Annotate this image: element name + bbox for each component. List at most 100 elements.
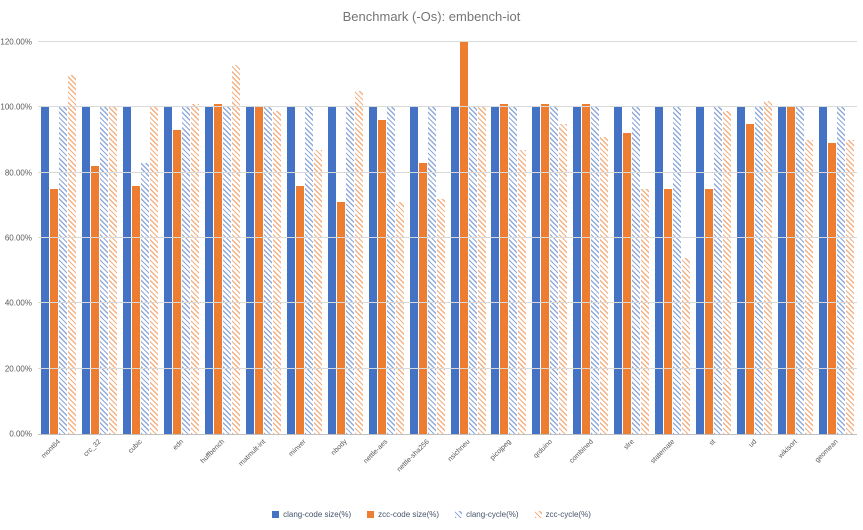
bar bbox=[550, 107, 559, 434]
x-axis-label: slre bbox=[622, 438, 636, 452]
bar bbox=[90, 166, 99, 434]
bar-group: ud bbox=[734, 42, 775, 449]
bar bbox=[99, 107, 108, 434]
bar bbox=[149, 107, 158, 434]
gridline bbox=[38, 171, 857, 173]
bar bbox=[108, 107, 117, 434]
chart-title: Benchmark (-Os): embench-iot bbox=[342, 9, 521, 24]
bar bbox=[172, 130, 181, 434]
bar bbox=[796, 107, 805, 434]
bar-group: nbody bbox=[325, 42, 366, 457]
bar bbox=[582, 104, 591, 434]
bar bbox=[746, 123, 755, 434]
bar-group: nettle-sha256 bbox=[396, 42, 448, 473]
y-axis-label: 20.00% bbox=[4, 364, 32, 374]
y-axis-label: 100.00% bbox=[0, 102, 32, 112]
legend-label: zcc-code size(%) bbox=[378, 510, 440, 519]
bar bbox=[509, 107, 518, 434]
bar bbox=[386, 107, 395, 434]
bar-group: crc_32 bbox=[79, 42, 120, 458]
bar bbox=[395, 202, 404, 434]
x-axis-label: cubic bbox=[127, 438, 144, 455]
bar-group: geomean bbox=[815, 42, 857, 464]
bar bbox=[254, 107, 263, 434]
x-axis-label: statemate bbox=[649, 438, 677, 466]
legend-swatch bbox=[367, 511, 375, 518]
bar bbox=[354, 91, 363, 434]
bar bbox=[140, 162, 149, 434]
bar bbox=[468, 107, 477, 434]
x-axis-label: nettle-aes bbox=[362, 438, 390, 466]
bar bbox=[49, 189, 58, 434]
bar bbox=[723, 110, 732, 434]
bar bbox=[409, 107, 418, 434]
bar bbox=[641, 189, 650, 434]
bar bbox=[272, 110, 281, 434]
bar bbox=[190, 104, 199, 434]
bar bbox=[181, 107, 190, 434]
bar-group: st bbox=[693, 42, 734, 447]
bar bbox=[778, 107, 787, 434]
x-axis-label: edn bbox=[171, 438, 185, 452]
bar bbox=[846, 140, 855, 434]
bar bbox=[450, 107, 459, 434]
bar bbox=[231, 64, 240, 434]
bar-group: nsichneu bbox=[447, 42, 489, 463]
bar bbox=[304, 107, 313, 434]
bar bbox=[418, 162, 427, 434]
bar bbox=[632, 107, 641, 434]
bar bbox=[204, 107, 213, 434]
bar bbox=[313, 149, 322, 434]
legend-label: zcc-cycle(%) bbox=[545, 510, 591, 519]
legend: clang-code size(%) zcc-code size(%) clang-… bbox=[0, 510, 863, 519]
gridline bbox=[38, 302, 857, 304]
gridline bbox=[38, 237, 857, 238]
bar bbox=[819, 107, 828, 434]
bar-group: mont64 bbox=[38, 42, 79, 460]
legend-swatch bbox=[534, 511, 542, 518]
bar bbox=[131, 185, 140, 434]
bar-group: huffbench bbox=[199, 42, 243, 465]
bar bbox=[805, 140, 814, 434]
bar bbox=[837, 107, 846, 434]
bar bbox=[377, 120, 386, 434]
bar bbox=[696, 107, 705, 434]
bar bbox=[764, 100, 773, 434]
y-axis-label: 40.00% bbox=[4, 298, 32, 308]
bar bbox=[286, 107, 295, 434]
x-axis-label: mont64 bbox=[40, 438, 63, 460]
bar bbox=[122, 107, 131, 434]
bar bbox=[714, 107, 723, 434]
bar bbox=[828, 143, 837, 434]
bar bbox=[573, 107, 582, 434]
bar-group: combined bbox=[568, 42, 611, 465]
bar bbox=[682, 257, 691, 434]
bar bbox=[518, 149, 527, 434]
bar-group: qrduino bbox=[529, 42, 570, 460]
bar-group: nettle-aes bbox=[363, 42, 407, 465]
gridline bbox=[38, 41, 857, 42]
bar bbox=[40, 107, 49, 434]
bar bbox=[673, 107, 682, 434]
bar bbox=[336, 202, 345, 434]
bar bbox=[477, 107, 486, 434]
x-axis-label: crc_32 bbox=[83, 438, 103, 459]
bar-group: cubic bbox=[120, 42, 161, 455]
x-axis-label: ud bbox=[747, 438, 759, 449]
bar bbox=[213, 104, 222, 434]
x-axis-label: nbody bbox=[330, 438, 349, 457]
bar bbox=[222, 107, 231, 434]
bar-groups: mont64 crc_32 cubic edn huffbench matmult-int… bbox=[38, 42, 857, 473]
bar bbox=[532, 107, 541, 434]
x-axis-label: huffbench bbox=[199, 438, 226, 466]
legend-item: clang-cycle(%) bbox=[455, 510, 519, 519]
x-axis-label: picojpeg bbox=[489, 438, 513, 462]
x-axis-label: nettle-sha256 bbox=[395, 438, 431, 474]
x-axis-label: wikisort bbox=[777, 438, 800, 460]
legend-item: zcc-code size(%) bbox=[367, 510, 439, 519]
bar bbox=[295, 185, 304, 434]
bar bbox=[491, 107, 500, 434]
bar bbox=[755, 107, 764, 434]
x-axis-label: matmult-int bbox=[237, 438, 267, 468]
